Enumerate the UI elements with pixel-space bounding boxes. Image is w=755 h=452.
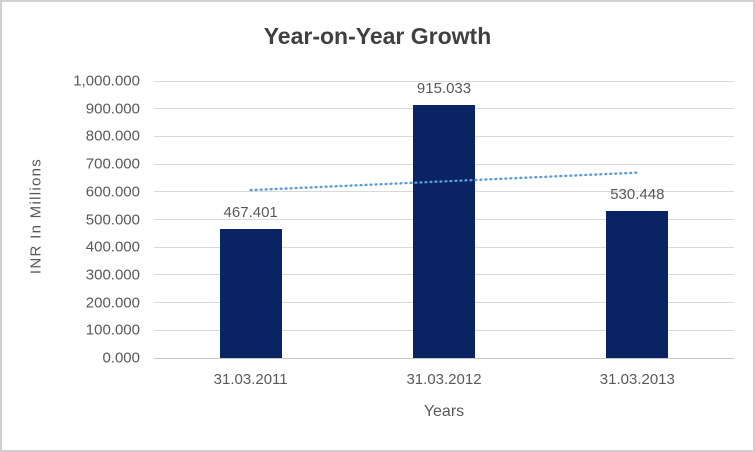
trendline-path[interactable]: [249, 171, 639, 192]
plot-area: 467.401 915.033 530.448: [154, 79, 734, 359]
bar-2011[interactable]: [219, 228, 282, 358]
bar-value-label-2013: 530.448: [610, 186, 665, 204]
y-tick-label: 300.000: [85, 266, 140, 284]
y-tick-label: 600.000: [85, 183, 140, 201]
bar-value-label-2012: 915.033: [416, 79, 472, 97]
y-tick-label: 400.000: [85, 238, 140, 256]
y-tick-label: 700.000: [85, 155, 140, 173]
x-tick-label-2011: 31.03.2011: [213, 371, 288, 388]
chart-title: Year-on-Year Growth: [263, 23, 492, 49]
y-tick-label: 200.000: [85, 294, 140, 312]
y-tick-label: 1,000.000: [73, 72, 140, 90]
trendline[interactable]: [154, 81, 734, 358]
x-axis-title: Years: [423, 403, 465, 420]
y-tick-label: 0.000: [102, 349, 140, 367]
bar-value-label-2011: 467.401: [223, 203, 278, 221]
gridline: [154, 80, 734, 82]
y-tick-label: 800.000: [85, 127, 140, 145]
x-tick-label-2012: 31.03.2012: [406, 371, 482, 388]
x-tick-label-2013: 31.03.2013: [599, 371, 675, 388]
x-axis-tick-labels: 31.03.2011 31.03.2012 31.03.2013: [154, 371, 734, 391]
bar-2013[interactable]: [606, 211, 669, 358]
bar-2012[interactable]: [413, 104, 475, 358]
y-tick-label: 900.000: [85, 100, 140, 118]
y-tick-label: 100.000: [85, 321, 140, 339]
x-axis-line: [154, 357, 734, 359]
y-tick-label: 500.000: [85, 211, 140, 228]
